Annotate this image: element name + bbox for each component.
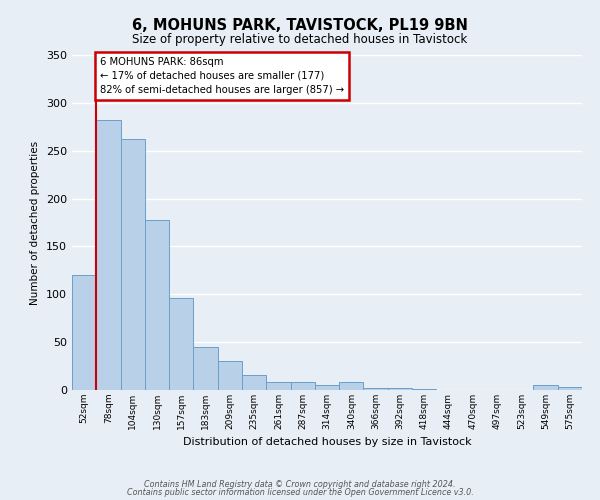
Bar — [290, 382, 315, 390]
Text: Contains HM Land Registry data © Crown copyright and database right 2024.: Contains HM Land Registry data © Crown c… — [144, 480, 456, 489]
Bar — [412, 389, 436, 390]
Bar — [145, 220, 169, 390]
Bar — [315, 385, 339, 390]
Bar — [218, 362, 242, 390]
Y-axis label: Number of detached properties: Number of detached properties — [31, 140, 40, 304]
Text: 6, MOHUNS PARK, TAVISTOCK, PL19 9BN: 6, MOHUNS PARK, TAVISTOCK, PL19 9BN — [132, 18, 468, 32]
Bar — [558, 387, 582, 390]
Bar — [364, 388, 388, 390]
Bar — [96, 120, 121, 390]
Bar — [339, 382, 364, 390]
Text: Contains public sector information licensed under the Open Government Licence v3: Contains public sector information licen… — [127, 488, 473, 497]
Bar — [388, 388, 412, 390]
Text: Size of property relative to detached houses in Tavistock: Size of property relative to detached ho… — [133, 32, 467, 46]
Bar — [266, 382, 290, 390]
Bar — [121, 139, 145, 390]
X-axis label: Distribution of detached houses by size in Tavistock: Distribution of detached houses by size … — [182, 438, 472, 448]
Bar — [72, 275, 96, 390]
Bar — [169, 298, 193, 390]
Bar — [533, 385, 558, 390]
Bar — [242, 374, 266, 390]
Text: 6 MOHUNS PARK: 86sqm
← 17% of detached houses are smaller (177)
82% of semi-deta: 6 MOHUNS PARK: 86sqm ← 17% of detached h… — [100, 57, 344, 95]
Bar — [193, 347, 218, 390]
